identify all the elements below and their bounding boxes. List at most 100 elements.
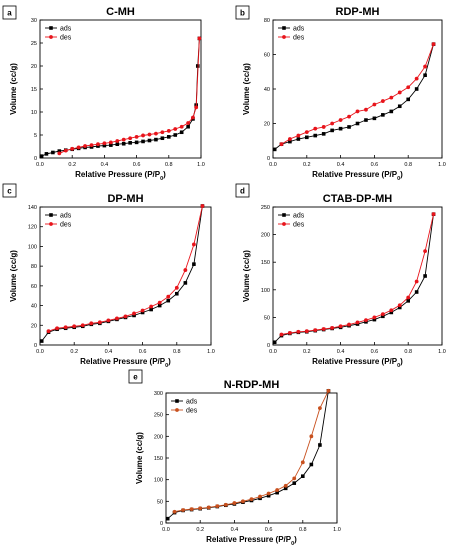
x-tick-label: 0.8 — [173, 349, 181, 355]
data-point-ads — [154, 137, 158, 142]
y-axis-label: Volume (cc/g) — [9, 63, 18, 115]
data-point-des — [197, 36, 202, 41]
x-tick-label: 0.8 — [165, 162, 173, 168]
data-point-ads — [338, 126, 343, 131]
x-axis-label-subscript: 0 — [397, 363, 400, 369]
y-tick-label: 40 — [31, 304, 37, 310]
data-point-ads — [347, 125, 351, 129]
data-point-des — [223, 502, 228, 507]
data-point-des — [423, 249, 427, 254]
y-tick-label: 200 — [261, 233, 270, 239]
panel-d: d CTAB-DP-MH 0.0 0.2 0.4 0.6 0.8 1.0 0 50 100 150 20… — [235, 183, 446, 369]
data-point-des — [296, 329, 301, 334]
y-tick-label: 25 — [31, 41, 37, 47]
x-axis-label: Relative Pressure (P/P0) — [80, 357, 171, 369]
x-axis-label-subscript: 0 — [165, 363, 168, 369]
x-axis-label: Relative Pressure (P/P0) — [206, 535, 297, 547]
data-point-ads — [149, 307, 153, 312]
data-point-des — [414, 279, 419, 284]
data-point-des — [266, 491, 271, 496]
data-point-des — [292, 476, 297, 481]
y-tick-label: 30 — [31, 18, 37, 24]
data-point-des — [406, 295, 411, 300]
data-point-des — [160, 130, 165, 135]
y-tick-label: 250 — [154, 413, 163, 419]
data-point-des — [89, 143, 94, 148]
data-point-des — [279, 332, 284, 337]
chart-title: DP-MH — [107, 193, 143, 205]
y-tick-label: 15 — [31, 87, 37, 93]
data-point-des — [57, 151, 62, 156]
data-point-des — [397, 90, 402, 95]
y-tick-label: 140 — [28, 205, 37, 211]
chart-title: CTAB-DP-MH — [323, 193, 393, 205]
data-point-des — [206, 505, 211, 510]
legend-marker-des — [49, 222, 53, 226]
x-tick-label: 0.6 — [371, 349, 379, 355]
x-axis-label: Relative Pressure (P/P0) — [312, 170, 403, 182]
y-tick-label: 60 — [31, 284, 37, 290]
data-point-des — [431, 42, 436, 47]
data-point-des — [241, 499, 245, 504]
plot-frame — [39, 206, 212, 346]
x-axis-label-end: ) — [163, 170, 166, 179]
y-tick-label: 60 — [264, 53, 270, 59]
data-point-des — [46, 329, 51, 334]
data-point-ads — [165, 516, 170, 521]
y-tick-label: 120 — [28, 225, 37, 231]
data-point-des — [63, 148, 68, 153]
y-axis-label: Volume (cc/g) — [9, 250, 18, 302]
data-point-ads — [179, 130, 184, 135]
panel-letter-box — [235, 183, 250, 198]
x-tick-label: 0.8 — [299, 527, 307, 533]
data-point-des — [232, 501, 237, 505]
data-point-des — [192, 242, 196, 247]
data-point-ads — [272, 147, 277, 152]
series-line-des — [59, 38, 200, 154]
data-point-des — [304, 130, 309, 135]
data-point-ads — [44, 152, 49, 156]
data-point-ads — [109, 143, 113, 147]
x-tick-label: 0.2 — [303, 162, 311, 168]
x-tick-label: 0.6 — [371, 162, 379, 168]
data-point-des — [83, 144, 87, 148]
data-point-des — [330, 325, 335, 330]
data-point-des — [189, 507, 194, 512]
data-point-des — [321, 125, 326, 129]
data-point-des — [89, 321, 94, 326]
data-point-des — [115, 139, 120, 143]
legend-label-des: des — [293, 35, 305, 42]
data-point-des — [141, 133, 145, 138]
data-point-des — [72, 324, 77, 329]
legend-marker-ads — [175, 399, 179, 403]
data-point-ads — [173, 133, 178, 137]
data-point-des — [347, 322, 351, 327]
panel-letter-box — [2, 183, 17, 198]
y-axis-label: Volume (cc/g) — [242, 250, 251, 302]
y-tick-label: 50 — [264, 315, 270, 321]
legend-label-ads: ads — [293, 213, 305, 220]
y-tick-label: 0 — [267, 156, 270, 162]
panel-c: c DP-MH 0.0 0.2 0.4 0.6 0.8 1.0 0 20 40 60 80 100 120 1… — [2, 183, 215, 369]
chart-title: N-RDP-MH — [224, 379, 280, 391]
data-point-ads — [313, 133, 318, 138]
data-point-des — [300, 460, 305, 465]
x-tick-label: 0.0 — [269, 162, 277, 168]
y-tick-label: 20 — [264, 122, 270, 128]
panel-letter: e — [133, 373, 138, 382]
data-point-des — [115, 316, 119, 321]
panel-a: a C-MH 0.0 0.2 0.4 0.6 0.8 1.0 0 5 10 15 20 25 30 Relat… — [2, 5, 205, 182]
y-tick-label: 150 — [154, 456, 163, 462]
data-point-des — [55, 326, 59, 331]
panel-b: b RDP-MH 0.0 0.2 0.4 0.6 0.8 1.0 0 20 40 60 80 Relati… — [235, 5, 446, 182]
data-point-des — [372, 315, 377, 320]
data-point-ads — [389, 109, 394, 114]
data-point-des — [174, 285, 179, 290]
x-tick-label: 0.8 — [404, 349, 412, 355]
data-point-ads — [192, 262, 196, 266]
data-point-des — [423, 64, 427, 69]
data-point-ads — [102, 143, 107, 148]
data-point-des — [149, 304, 154, 309]
legend-label-ads: ads — [60, 213, 72, 220]
data-point-ads — [372, 317, 377, 322]
